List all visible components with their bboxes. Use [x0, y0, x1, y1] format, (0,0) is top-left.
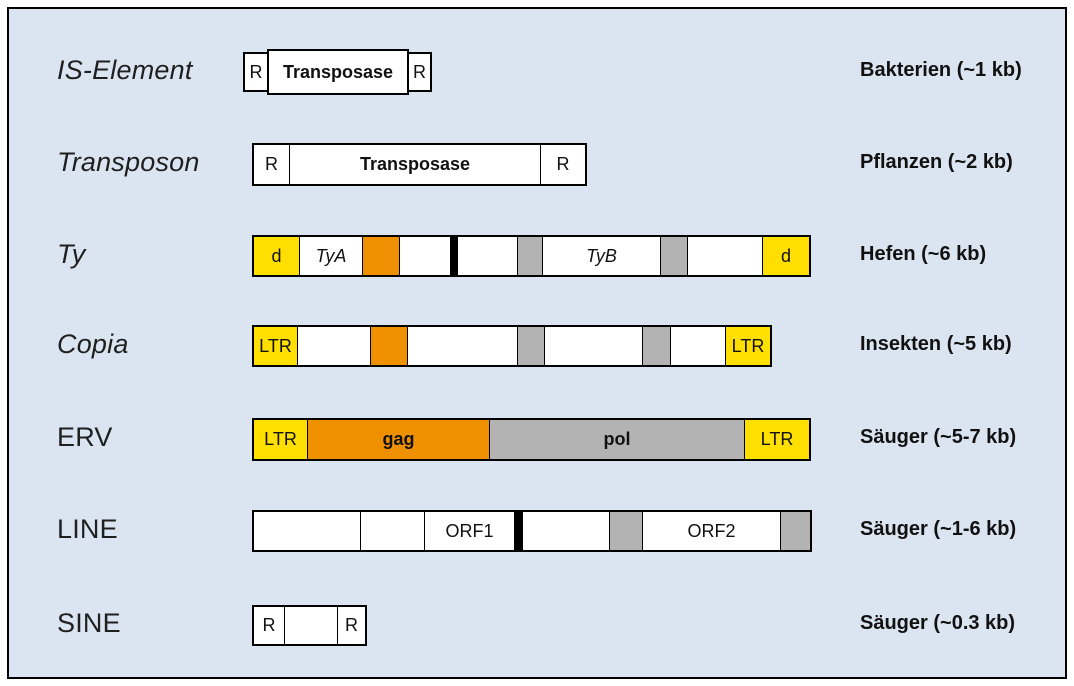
- segment-label: pol: [603, 429, 631, 449]
- segment-label: R: [556, 154, 570, 174]
- segment-line-white-0: [254, 512, 360, 550]
- segment-transposon-transposase-1: Transposase: [289, 145, 540, 184]
- element-label-ty: Ty: [57, 238, 86, 269]
- host-label-erv: Säuger (~5-7 kb): [860, 426, 1017, 448]
- host-label-copia: Insekten (~5 kb): [860, 332, 1012, 355]
- segment-label: R: [345, 615, 358, 635]
- host-label-line: Säuger (~1-6 kb): [860, 517, 1017, 540]
- element-label-is-element: IS-Element: [57, 54, 193, 85]
- segment-sine-white-1: [284, 607, 337, 644]
- segment-sine-r-0: R: [254, 607, 284, 644]
- segment-ty-gray-6: [517, 237, 542, 275]
- segment-copia-white-5: [544, 327, 642, 365]
- segment-ty-white-3: [399, 237, 450, 275]
- segment-label: LTR: [264, 429, 297, 449]
- segment-line-white-4: [522, 512, 609, 550]
- segment-ty-gray-8: [660, 237, 687, 275]
- segment-copia-ltr-0: LTR: [254, 327, 297, 365]
- segment-label: ORF2: [687, 520, 736, 541]
- segment-label: R: [413, 61, 426, 82]
- segment-ty-white-9: [687, 237, 762, 275]
- segment-label: d: [780, 245, 791, 266]
- segment-copia-ltr-8: LTR: [725, 327, 770, 365]
- segment-label: R: [249, 61, 263, 82]
- segment-label: TyA: [315, 245, 347, 266]
- segment-copia-white-7: [670, 327, 725, 365]
- structure-bar-erv: LTR gag pol LTR: [252, 418, 811, 461]
- segment-label: LTR: [760, 429, 794, 449]
- segment-copia-gray-6: [642, 327, 670, 365]
- segment-label: gag: [382, 429, 415, 449]
- segment-line-white-1: [360, 512, 424, 550]
- host-label-transposon: Pflanzen (~2 kb): [860, 151, 1013, 173]
- segment-line-orf2-6: ORF2: [642, 512, 780, 550]
- diagram-frame: IS-Element R Transposase R Bakterien (~1 kb)…: [7, 7, 1067, 679]
- segment-label: LTR: [731, 335, 765, 356]
- host-label-is-element: Bakterien (~1 kb): [860, 58, 1022, 81]
- segment-line-black-3: [514, 512, 522, 550]
- segment-ty-d-0: d: [254, 237, 299, 275]
- segment-label: R: [262, 615, 276, 635]
- segment-copia-orange-2: [370, 327, 407, 365]
- structure-bar-ty: d TyA TyB d: [252, 235, 811, 277]
- segment-copia-white-1: [297, 327, 370, 365]
- segment-label: Transposase: [359, 154, 471, 174]
- segment-label: d: [271, 245, 282, 266]
- segment-transposon-r-2: R: [540, 145, 585, 184]
- segment-label: LTR: [259, 335, 292, 356]
- segment-label: R: [265, 154, 278, 174]
- structure-bar-is-element: R Transposase R: [243, 49, 432, 95]
- segment-is-element-r-2: R: [409, 54, 430, 90]
- structure-bar-transposon: R Transposase R: [252, 143, 587, 186]
- host-label-sine: Säuger (~0.3 kb): [860, 612, 1016, 634]
- segment-is-element-transposase-1: Transposase: [267, 49, 409, 95]
- segment-line-gray-5: [609, 512, 642, 550]
- segment-line-gray-7: [780, 512, 810, 550]
- host-label-ty: Hefen (~6 kb): [860, 242, 987, 265]
- structure-bar-line: ORF1 ORF2: [252, 510, 812, 552]
- segment-is-element-r-0: R: [245, 54, 267, 90]
- element-label-erv: ERV: [57, 422, 113, 452]
- element-label-copia: Copia: [57, 328, 129, 359]
- segment-erv-ltr-3: LTR: [744, 420, 809, 459]
- element-label-sine: SINE: [57, 608, 121, 638]
- segment-copia-white-3: [407, 327, 517, 365]
- segment-ty-white-5: [457, 237, 517, 275]
- segment-copia-gray-4: [517, 327, 544, 365]
- segment-label: Transposase: [282, 61, 394, 82]
- segment-line-orf1-2: ORF1: [424, 512, 514, 550]
- segment-erv-pol-2: pol: [489, 420, 744, 459]
- segment-ty-tyb-7: TyB: [542, 237, 660, 275]
- segment-ty-d-10: d: [762, 237, 809, 275]
- element-label-line: LINE: [57, 513, 118, 544]
- segment-erv-ltr-0: LTR: [254, 420, 307, 459]
- segment-label: TyB: [586, 245, 617, 266]
- segment-label: ORF1: [445, 520, 494, 541]
- segment-ty-black-4: [450, 237, 457, 275]
- segment-ty-orange-2: [362, 237, 399, 275]
- segment-ty-tya-1: TyA: [299, 237, 362, 275]
- structure-bar-copia: LTR LTR: [252, 325, 772, 367]
- segment-erv-gag-1: gag: [307, 420, 489, 459]
- segment-transposon-r-0: R: [254, 145, 289, 184]
- segment-sine-r-2: R: [337, 607, 365, 644]
- element-label-transposon: Transposon: [57, 147, 200, 177]
